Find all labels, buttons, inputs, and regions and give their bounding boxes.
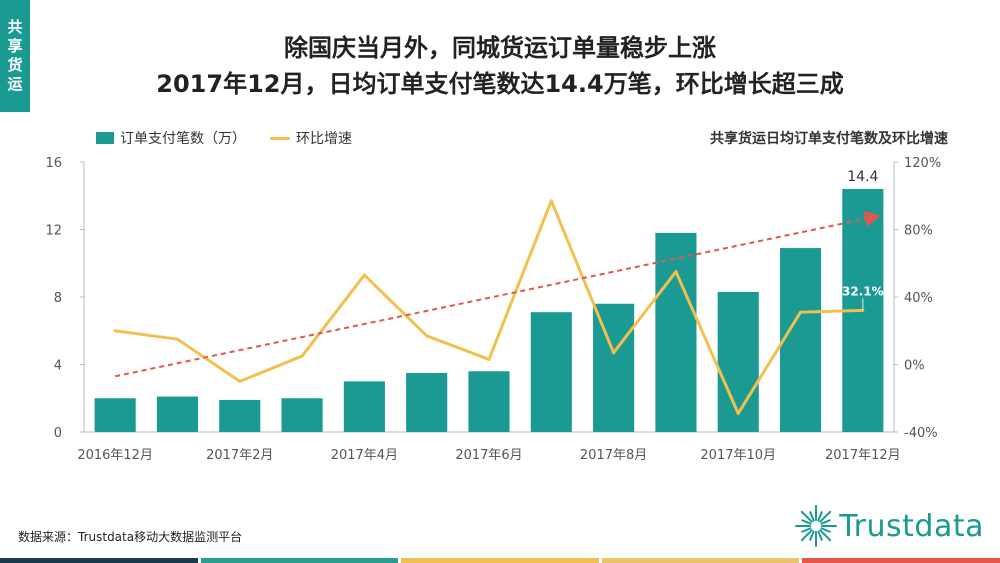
bar: [530, 312, 572, 432]
logo-ray: [801, 527, 812, 533]
logo-ray: [801, 529, 814, 542]
x-tick-label: 2017年12月: [825, 448, 901, 463]
trustdata-logo-icon: [795, 505, 838, 547]
logo-ray: [819, 510, 832, 523]
bar: [655, 232, 697, 432]
growth-point: [674, 270, 678, 274]
bottom-color-strip: [0, 558, 1000, 563]
y-left-tick-label: 16: [45, 156, 62, 171]
x-tick-label: 2017年10月: [700, 448, 776, 463]
growth-point: [425, 334, 429, 338]
growth-point: [362, 273, 366, 277]
logo-ray: [801, 510, 814, 523]
side-tab-char: 共: [7, 18, 23, 36]
growth-point: [113, 329, 117, 333]
side-tab-char: 运: [7, 75, 23, 93]
x-tick-label: 2017年2月: [206, 448, 273, 463]
strip-segment: [802, 558, 1000, 563]
logo-ray: [817, 530, 824, 541]
x-tick-label: 2017年4月: [331, 448, 398, 463]
bar: [779, 248, 822, 432]
bar: [717, 291, 759, 432]
growth-point: [799, 310, 803, 314]
logo-ray: [809, 511, 815, 522]
logo-ray: [809, 530, 815, 541]
strip-segment: [601, 558, 800, 563]
growth-point: [736, 411, 740, 415]
y-right-tick-label: 40%: [904, 291, 933, 306]
bar-data-label: 14.4: [847, 169, 878, 185]
logo-ray: [817, 511, 824, 522]
title-line-2: 2017年12月，日均订单支付笔数达14.4万笔，环比增长超三成: [156, 70, 844, 98]
line-data-label: 32.1%: [842, 284, 884, 298]
logo-ray: [819, 529, 832, 542]
y-left-tick-label: 4: [54, 359, 62, 374]
trend-arrow: [114, 211, 881, 378]
legend-bar-label: 订单支付笔数（万）: [120, 131, 246, 147]
legend-bar-swatch: [96, 132, 114, 144]
x-tick-label: 2016年12月: [77, 448, 153, 463]
y-right-tick-label: 120%: [904, 156, 941, 171]
strip-segment: [401, 558, 599, 563]
y-left-tick-label: 12: [45, 224, 62, 239]
x-tick-label: 2017年6月: [455, 448, 522, 463]
strip-segment: [0, 558, 198, 563]
side-tab-char: 货: [7, 56, 23, 74]
x-tick-label: 2017年8月: [580, 448, 647, 463]
y-right-tick-label: 0%: [904, 359, 925, 374]
y-left-tick-label: 0: [54, 426, 62, 441]
title-line-1: 除国庆当月外，同城货运订单量稳步上涨: [284, 34, 716, 62]
bar: [343, 381, 385, 432]
growth-point: [238, 379, 242, 383]
growth-point: [612, 351, 616, 355]
bar: [156, 396, 199, 432]
growth-point: [300, 354, 304, 358]
growth-point: [175, 337, 179, 341]
legend-line-swatch: [270, 136, 290, 140]
y-right-tick-label: 80%: [904, 224, 933, 239]
logo-ray: [820, 519, 832, 525]
data-source: 数据来源：Trustdata移动大数据监测平台: [18, 530, 243, 544]
y-left-tick-label: 8: [54, 291, 62, 306]
growth-point: [549, 199, 553, 203]
page-title: 除国庆当月外，同城货运订单量稳步上涨 2017年12月，日均订单支付笔数达14.…: [40, 30, 960, 102]
strip-segment: [200, 558, 399, 563]
bar: [281, 398, 323, 432]
chart-legend: 订单支付笔数（万） 环比增速: [96, 128, 352, 148]
logo-ray: [820, 527, 832, 533]
brand-logo: Trustdata: [793, 500, 984, 552]
bar: [219, 399, 261, 432]
legend-line-label: 环比增速: [296, 131, 352, 147]
chart-title: 共享货运日均订单支付笔数及环比增速: [710, 131, 948, 147]
bar: [468, 371, 510, 432]
bar: [94, 398, 136, 432]
logo-ray: [801, 519, 812, 525]
bar: [406, 372, 448, 432]
bar: [593, 303, 635, 432]
growth-point: [487, 357, 491, 361]
brand-name: Trustdata: [839, 508, 984, 544]
side-tab-char: 享: [7, 37, 23, 55]
y-right-tick-label: -40%: [904, 426, 938, 441]
side-tab: 共 享 货 运: [0, 0, 30, 112]
